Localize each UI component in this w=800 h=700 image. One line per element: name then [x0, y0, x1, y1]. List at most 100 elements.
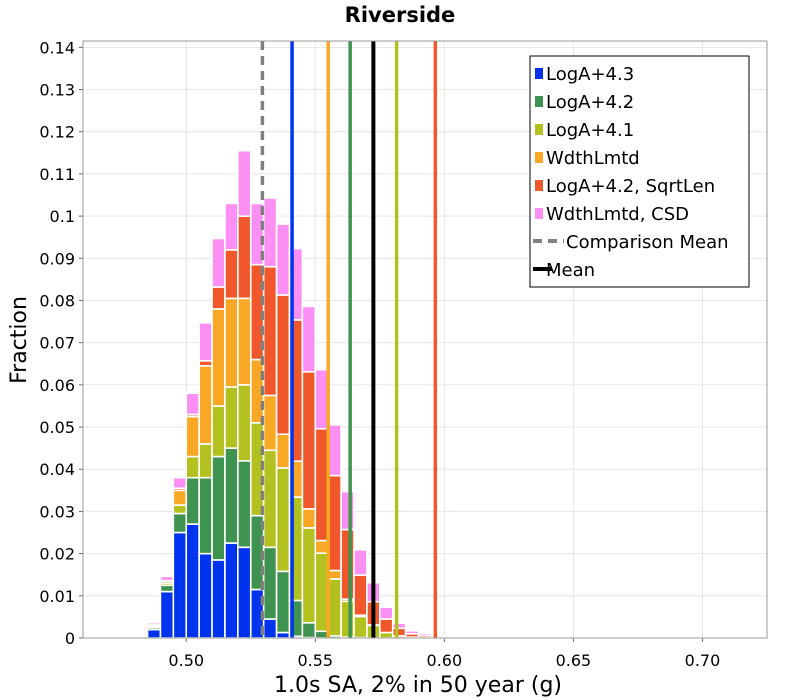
bar-segment	[301, 305, 317, 373]
legend-label: Mean	[546, 260, 595, 281]
bar-segment	[172, 531, 188, 639]
bar-segment	[185, 455, 200, 479]
bar-segment	[301, 622, 317, 639]
bar-segment	[237, 149, 252, 217]
bar-segment	[379, 631, 394, 639]
bar-segment	[391, 622, 407, 630]
y-tick-label: 0.05	[39, 418, 75, 437]
plot-frame	[82, 40, 768, 639]
bar-segment	[379, 618, 394, 634]
bar-segment	[275, 223, 291, 296]
bar-segment	[185, 523, 200, 639]
y-tick-label: 0.08	[39, 291, 75, 310]
bar-segment	[327, 569, 342, 580]
legend-label: LogA+4.2	[546, 92, 634, 113]
bar-segment	[159, 590, 175, 639]
bar-segment	[172, 489, 188, 506]
bar-segment	[185, 415, 200, 458]
bar-segment	[237, 215, 252, 300]
bar-segment	[353, 574, 368, 617]
bar-segment	[211, 559, 226, 639]
bar-segment	[237, 384, 252, 462]
bar-segment	[224, 249, 239, 300]
bar-segment	[159, 584, 175, 593]
bar-segment	[211, 286, 226, 310]
bar-segment	[314, 427, 330, 542]
mean-lines	[260, 41, 438, 638]
bar-segment	[314, 368, 330, 430]
bar-segment	[185, 476, 200, 525]
x-axis-label: 1.0s SA, 2% in 50 year (g)	[274, 673, 562, 698]
legend-swatch	[535, 96, 543, 107]
bar-segment	[211, 405, 226, 458]
bar-segment	[237, 546, 252, 639]
bar-segment	[327, 578, 342, 637]
bar-segment	[262, 546, 278, 620]
bar-segment	[185, 392, 200, 416]
bar-segment	[379, 606, 394, 620]
bar-segment	[172, 512, 188, 534]
bar-segment	[211, 308, 226, 407]
bar-segment	[404, 630, 420, 635]
bar-segment	[198, 443, 213, 479]
bar-segment	[237, 459, 252, 549]
y-axis-label: Fraction	[7, 296, 32, 384]
bar-segment	[301, 527, 317, 624]
bar-segment	[198, 322, 213, 362]
x-tick-label: 0.50	[168, 651, 204, 670]
legend-label: LogA+4.1	[546, 120, 634, 141]
bar-segment	[327, 424, 342, 477]
y-tick-label: 0	[65, 629, 75, 648]
bar-segment	[430, 634, 446, 638]
bar-segment	[262, 618, 278, 639]
bar-segment	[262, 265, 278, 397]
y-tick-label: 0.1	[50, 207, 75, 226]
y-tick-label: 0.04	[39, 460, 75, 479]
bar-segment	[391, 627, 407, 637]
legend-label: Comparison Mean	[566, 232, 729, 253]
bar-segment	[262, 394, 278, 452]
x-tick-label: 0.70	[685, 651, 721, 670]
legend-swatch	[535, 68, 543, 79]
bar-segment	[301, 370, 317, 510]
bar-segment	[211, 237, 226, 288]
histogram-bars	[133, 149, 459, 639]
bar-segment	[340, 600, 355, 638]
bar-segment	[262, 449, 278, 549]
legend-label: LogA+4.2, SqrtLen	[546, 176, 715, 197]
bar-segment	[224, 447, 239, 544]
legend-label: LogA+4.3	[546, 64, 634, 85]
bar-segment	[198, 552, 213, 639]
bar-segment	[159, 575, 175, 582]
y-tick-label: 0.11	[39, 165, 75, 184]
bar-segment	[146, 628, 162, 639]
bar-segment	[211, 455, 226, 561]
bar-segment	[301, 508, 317, 529]
y-tick-label: 0.06	[39, 376, 75, 395]
bar-segment	[353, 615, 368, 639]
bar-segment	[275, 467, 291, 573]
bar-segment	[340, 490, 355, 531]
bar-segment	[340, 528, 355, 600]
bar-segment	[275, 570, 291, 634]
bar-segment	[275, 294, 291, 436]
bar-segment	[172, 504, 188, 515]
bar-segment	[224, 202, 239, 251]
bar-segment	[314, 630, 330, 639]
bar-segment	[353, 549, 368, 576]
y-axis-ticks: 0 0.01 0.02 0.03 0.04 0.05 0.06 0.07 0.08 0.09 0.1…	[39, 38, 83, 648]
bar-segment	[224, 386, 239, 449]
legend-label: WdthLmtd, CSD	[546, 204, 689, 225]
legend-label: WdthLmtd	[546, 148, 640, 169]
y-tick-label: 0.03	[39, 502, 75, 521]
bar-segment	[198, 365, 213, 445]
x-tick-label: 0.55	[297, 651, 333, 670]
bar-segment	[133, 632, 149, 636]
x-axis-ticks: 0.50 0.55 0.60 0.65 0.70	[168, 638, 720, 670]
x-tick-label: 0.60	[427, 651, 463, 670]
bar-segment	[237, 297, 252, 386]
legend: LogA+4.3 LogA+4.2 LogA+4.1 WdthLmtd LogA+4.2…	[529, 55, 750, 288]
bar-segment	[224, 542, 239, 639]
bar-segment	[198, 476, 213, 555]
